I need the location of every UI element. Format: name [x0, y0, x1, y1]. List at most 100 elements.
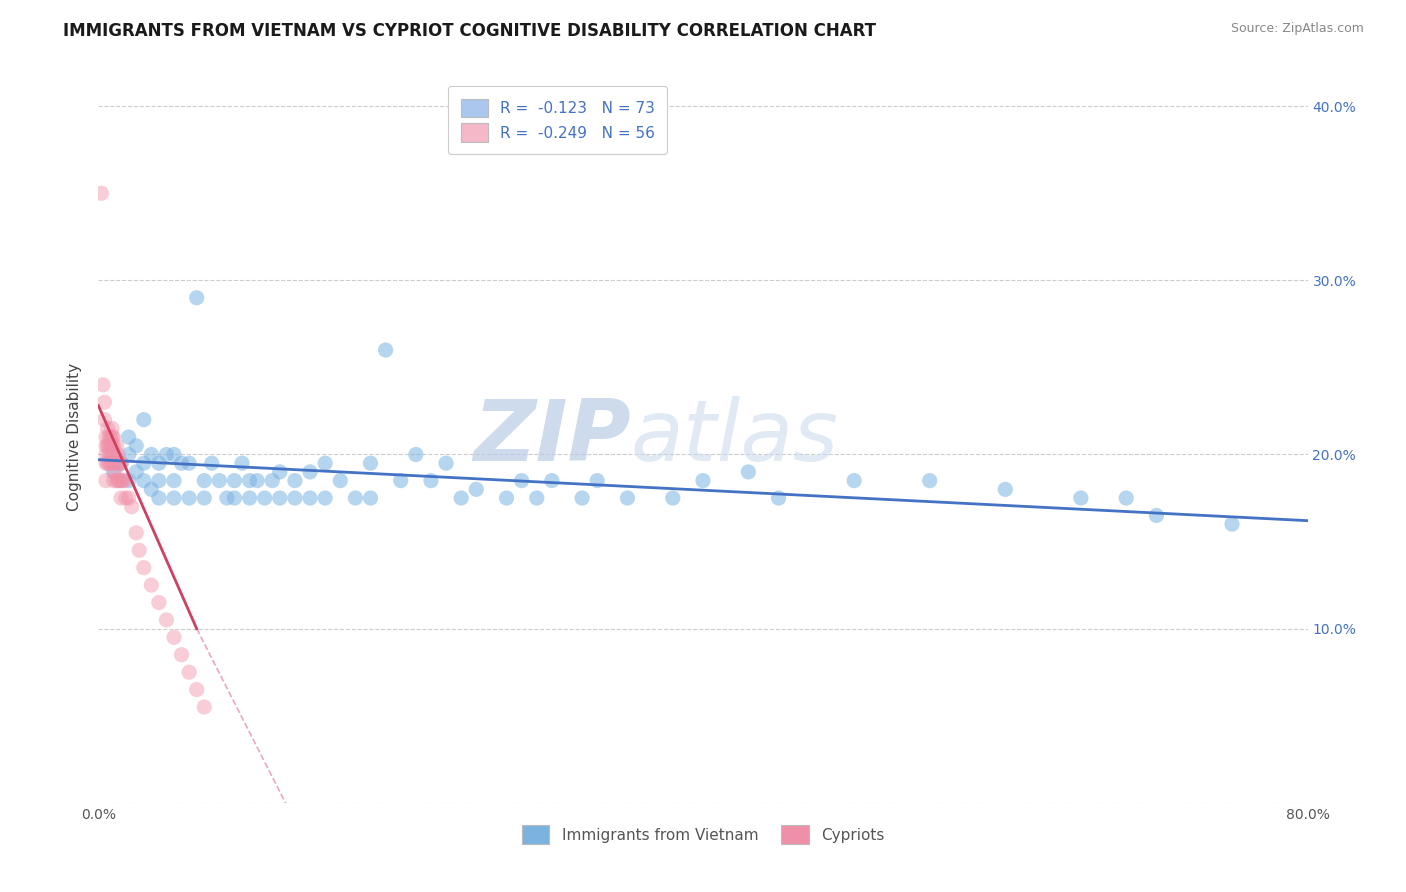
Point [163, 631, 186, 645]
Point [284, 491, 307, 505]
Point [374, 343, 396, 357]
Point [107, 474, 129, 488]
Point [314, 456, 336, 470]
Point [465, 483, 488, 497]
Point [93, 412, 115, 426]
Point [1115, 491, 1137, 505]
Point [108, 474, 131, 488]
Point [284, 474, 307, 488]
Point [148, 456, 170, 470]
Point [101, 430, 124, 444]
Point [262, 474, 284, 488]
Point [215, 491, 238, 505]
Point [170, 648, 193, 662]
Point [193, 491, 215, 505]
Point [526, 491, 548, 505]
Point [125, 439, 148, 453]
Point [344, 491, 367, 505]
Point [96, 439, 118, 453]
Point [186, 291, 208, 305]
Point [125, 525, 148, 540]
Point [155, 448, 177, 462]
Point [132, 474, 155, 488]
Point [208, 474, 231, 488]
Point [105, 456, 128, 470]
Point [94, 448, 117, 462]
Point [163, 491, 186, 505]
Point [103, 448, 125, 462]
Point [100, 439, 122, 453]
Point [918, 474, 941, 488]
Point [246, 474, 269, 488]
Point [132, 560, 155, 574]
Point [269, 465, 291, 479]
Point [100, 430, 122, 444]
Point [118, 448, 141, 462]
Point [94, 474, 117, 488]
Point [201, 456, 224, 470]
Point [1144, 508, 1167, 523]
Point [994, 483, 1017, 497]
Point [100, 456, 122, 470]
Point [405, 448, 427, 462]
Point [90, 186, 112, 201]
Point [141, 578, 163, 592]
Point [118, 474, 141, 488]
Point [94, 430, 117, 444]
Point [1220, 517, 1243, 532]
Point [186, 682, 208, 697]
Point [224, 491, 246, 505]
Point [239, 474, 262, 488]
Point [434, 456, 457, 470]
Point [420, 474, 443, 488]
Point [141, 483, 163, 497]
Point [661, 491, 683, 505]
Point [231, 456, 253, 470]
Point [450, 491, 472, 505]
Point [299, 491, 322, 505]
Point [540, 474, 562, 488]
Point [148, 474, 170, 488]
Point [103, 474, 125, 488]
Point [93, 395, 115, 409]
Point [510, 474, 533, 488]
Point [148, 491, 170, 505]
Point [844, 474, 866, 488]
Point [692, 474, 714, 488]
Point [94, 439, 117, 453]
Point [1070, 491, 1092, 505]
Point [141, 448, 163, 462]
Point [253, 491, 276, 505]
Point [98, 430, 121, 444]
Point [98, 456, 121, 470]
Point [128, 543, 150, 558]
Y-axis label: Cognitive Disability: Cognitive Disability [67, 363, 83, 511]
Point [110, 456, 132, 470]
Text: Source: ZipAtlas.com: Source: ZipAtlas.com [1230, 22, 1364, 36]
Legend: Immigrants from Vietnam, Cypriots: Immigrants from Vietnam, Cypriots [516, 819, 890, 850]
Point [103, 439, 125, 453]
Point [118, 491, 141, 505]
Text: atlas: atlas [630, 395, 838, 479]
Point [110, 491, 132, 505]
Point [224, 474, 246, 488]
Point [110, 456, 132, 470]
Point [360, 456, 382, 470]
Point [193, 700, 215, 714]
Point [98, 439, 121, 453]
Point [132, 456, 155, 470]
Point [98, 448, 121, 462]
Point [121, 500, 143, 514]
Point [193, 474, 215, 488]
Point [96, 421, 118, 435]
Point [96, 456, 118, 470]
Point [103, 456, 125, 470]
Point [114, 491, 136, 505]
Point [737, 465, 759, 479]
Point [105, 439, 128, 453]
Point [108, 456, 131, 470]
Point [155, 613, 177, 627]
Point [125, 465, 148, 479]
Point [389, 474, 412, 488]
Point [170, 456, 193, 470]
